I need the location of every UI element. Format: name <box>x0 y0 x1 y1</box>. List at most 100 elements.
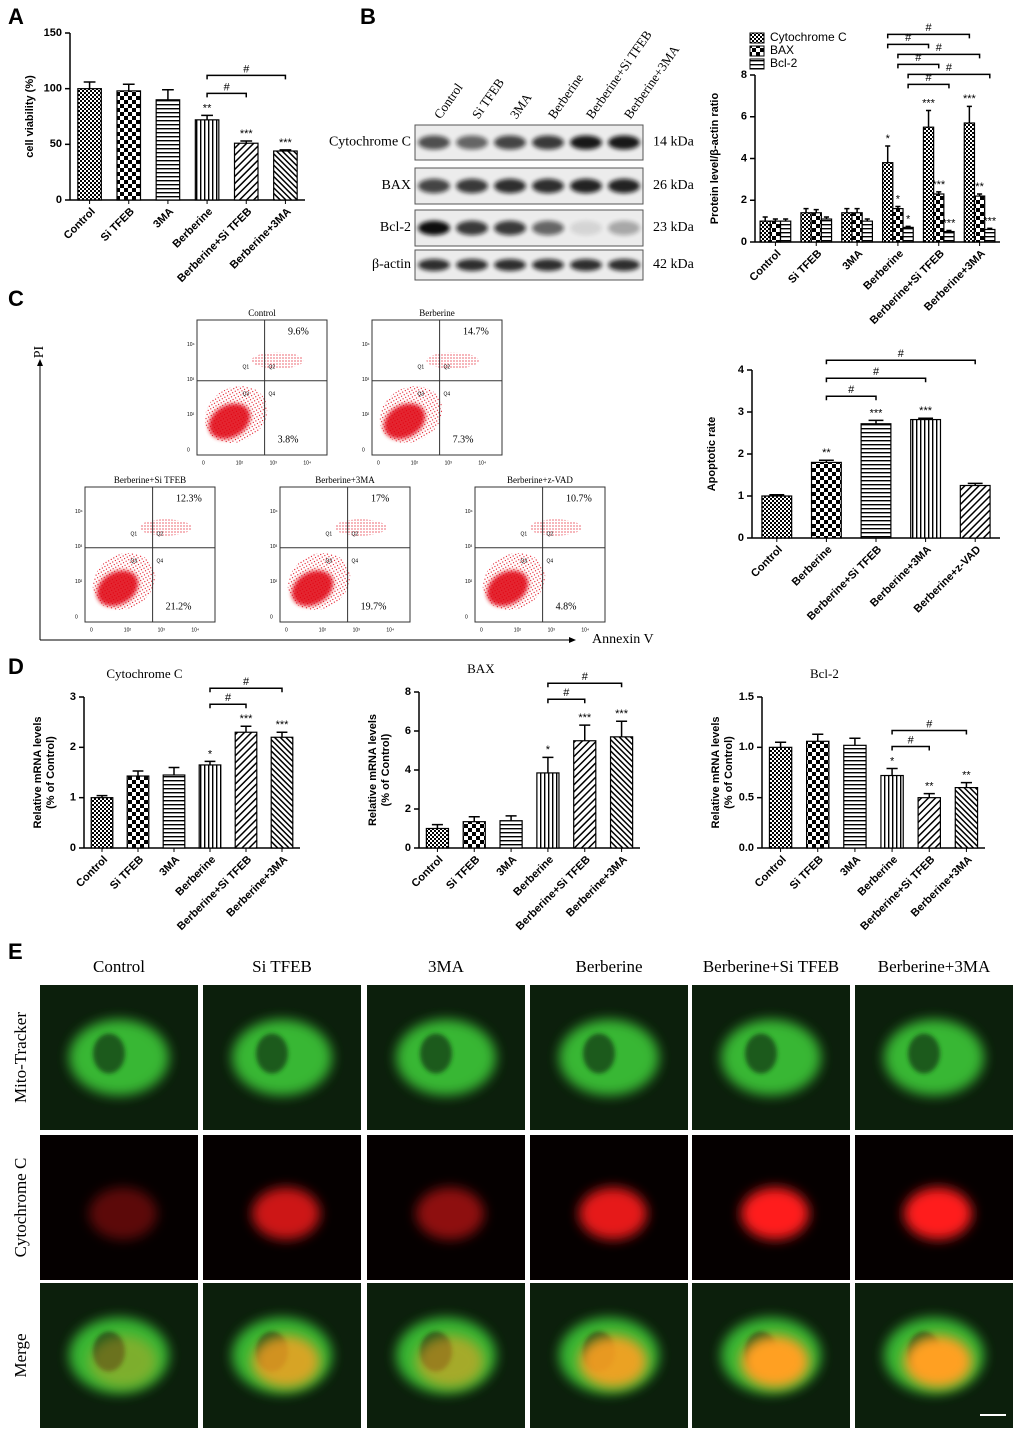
protein-size: 42 kDa <box>653 257 695 272</box>
bar <box>536 772 560 849</box>
lane-label: 3MA <box>507 90 535 122</box>
x-tick-label: Berberine+Si TFEB <box>175 206 254 285</box>
comparison-label: # <box>905 32 912 44</box>
x-tick-label: Control <box>753 854 789 890</box>
bar <box>198 764 222 849</box>
comparison-label: # <box>243 63 250 75</box>
significance-label: *** <box>240 128 254 140</box>
percent-lower: 4.8% <box>556 601 577 612</box>
error-bar <box>276 731 288 738</box>
bar <box>759 220 771 243</box>
y-tick-label: 3 <box>70 691 76 703</box>
bar <box>880 774 904 849</box>
flow-x-tick: 0 <box>285 627 288 633</box>
protein-label: β-actin <box>372 257 411 272</box>
error-bar <box>844 207 850 213</box>
comparison-label: # <box>908 734 915 746</box>
percent-lower: 3.8% <box>278 434 299 445</box>
significance-label: * <box>886 133 891 145</box>
bar <box>162 774 186 849</box>
flow-cloud <box>291 570 334 607</box>
bar <box>126 775 150 849</box>
blot-band <box>418 178 450 194</box>
bar <box>425 827 450 849</box>
y-tick-label: 0 <box>738 532 744 544</box>
error-bar <box>579 724 591 741</box>
flow-x-tick: 10⁴ <box>581 627 589 633</box>
comparison-label: # <box>848 384 855 396</box>
flow-x-tick: 0 <box>377 460 380 466</box>
flow-y-tick: 0 <box>465 614 468 620</box>
cytc-signal <box>89 1187 157 1240</box>
comparison-label: # <box>915 52 922 64</box>
flow-cloud <box>96 570 139 607</box>
blot-band <box>494 259 526 271</box>
error-bar <box>987 227 993 230</box>
blot-band <box>532 135 564 150</box>
error-bar <box>849 737 861 746</box>
flow-y-tick: 10² <box>362 412 370 418</box>
error-bar <box>864 218 870 222</box>
comparison-bracket <box>209 687 283 693</box>
significance-label: ** <box>925 781 934 793</box>
error-bar <box>279 149 292 152</box>
legend-swatch <box>749 45 765 57</box>
blot-band <box>494 178 526 194</box>
error-bar <box>83 81 96 89</box>
flow-y-tick: 10⁴ <box>187 342 195 348</box>
significance-label: *** <box>963 93 977 105</box>
significance-label: *** <box>932 179 946 191</box>
protein-label: Bcl-2 <box>380 220 411 235</box>
blot-band <box>608 135 640 150</box>
error-bar <box>769 493 785 496</box>
comparison-bracket <box>886 43 930 49</box>
flow-cloud <box>208 403 251 440</box>
flow-y-tick: 0 <box>270 614 273 620</box>
bar <box>116 90 142 201</box>
y-tick-label: 0.0 <box>739 842 754 854</box>
legend-label: BAX <box>770 43 794 57</box>
error-bar <box>813 208 819 213</box>
percent-upper: 12.3% <box>176 493 202 504</box>
lane-label: Berberine <box>545 71 587 122</box>
flow-y-tick: 10² <box>187 412 195 418</box>
error-bar <box>122 83 135 91</box>
y-axis-label: (% of Control) <box>45 736 57 809</box>
error-bar <box>936 191 942 194</box>
bar <box>77 88 102 201</box>
cytc-signal <box>252 1335 320 1388</box>
error-bar <box>823 216 830 220</box>
flow-x-tick: 10² <box>514 627 522 633</box>
error-bar <box>162 89 174 100</box>
blot-band <box>456 259 488 271</box>
protein-label: Cytochrome C <box>329 135 411 150</box>
x-tick-label: Control <box>409 854 445 890</box>
bar <box>462 821 486 849</box>
y-axis-label: Relative mRNA levels <box>367 714 379 826</box>
bar <box>843 744 867 849</box>
y-tick-label: 6 <box>741 111 747 123</box>
significance-label: *** <box>615 708 629 720</box>
flow-x-tick: 10³ <box>158 627 166 633</box>
flow-y-tick: 10⁴ <box>465 509 473 515</box>
quadrant-label: Q2 <box>269 365 276 371</box>
column-label: Control <box>93 957 145 976</box>
y-tick-label: 2 <box>741 194 747 206</box>
error-bar <box>505 815 517 821</box>
error-bar <box>803 207 809 213</box>
quadrant-label: Q2 <box>157 532 164 538</box>
quadrant-label: Q2 <box>352 532 359 538</box>
comparison-bracket <box>891 745 930 751</box>
significance-label: *** <box>276 719 290 731</box>
significance-label: ** <box>203 102 212 114</box>
y-tick-label: 3 <box>738 406 744 418</box>
y-tick-label: 6 <box>405 725 411 737</box>
y-axis-label: Relative mRNA levels <box>32 716 44 828</box>
bar <box>273 150 298 201</box>
flow-y-tick: 10³ <box>270 544 278 550</box>
percent-upper: 10.7% <box>566 493 592 504</box>
quadrant-label: Q1 <box>326 532 333 538</box>
blot-band <box>570 178 602 194</box>
significance-label: ** <box>975 181 984 193</box>
bar <box>902 226 914 243</box>
